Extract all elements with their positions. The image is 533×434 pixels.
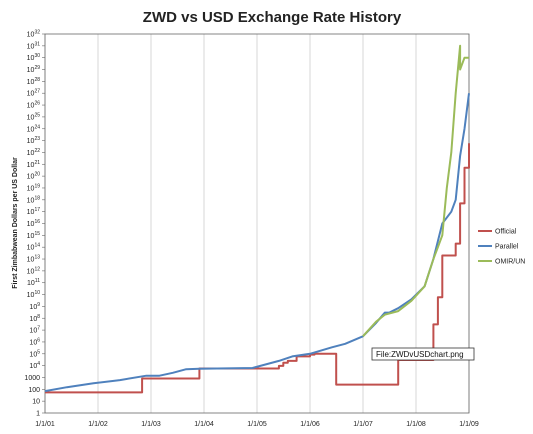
y-tick-label: 1018 (27, 195, 41, 204)
y-tick-label: 1013 (27, 255, 41, 264)
y-tick-label: 1028 (27, 77, 41, 86)
y-tick-label: 1022 (27, 148, 41, 157)
legend-label: OMIR/UN (495, 259, 525, 266)
y-tick-label: 1011 (27, 278, 40, 287)
y-tick-label: 1010 (27, 290, 41, 299)
series-lines (44, 44, 470, 394)
y-tick-label: 10 (32, 399, 40, 406)
y-tick-label: 1029 (27, 65, 41, 74)
y-tick-label: 1012 (27, 266, 41, 275)
x-tick-label: 1/1/04 (194, 421, 214, 428)
y-tick-label: 1032 (27, 30, 41, 39)
annotation-callout: File:ZWDvUSDchart.png (371, 347, 475, 361)
y-tick-label: 1017 (27, 207, 41, 216)
x-tick-label: 1/1/06 (300, 421, 320, 428)
y-tick-label: 1020 (27, 172, 41, 181)
y-tick-label: 1026 (27, 101, 41, 110)
y-tick-label: 1023 (27, 136, 41, 145)
annotation-text: File:ZWDvUSDchart.png (376, 350, 464, 359)
x-tick-label: 1/1/08 (406, 421, 426, 428)
y-axis-label: First Zimbabwean Dollars per US Dollar (12, 157, 19, 289)
x-tick-label: 1/1/02 (88, 421, 108, 428)
x-tick-label: 1/1/05 (247, 421, 267, 428)
legend-label: Official (495, 229, 517, 236)
y-tick-label: 1014 (27, 243, 41, 252)
y-tick-label: 107 (29, 326, 40, 335)
y-tick-label: 1016 (27, 219, 41, 228)
legend-label: Parallel (495, 244, 519, 251)
y-tick-label: 100 (28, 387, 40, 394)
legend: Official Parallel OMIR/UN (478, 229, 525, 266)
chart-title: ZWD vs USD Exchange Rate History (143, 9, 402, 26)
y-tick-label: 104 (29, 361, 40, 370)
x-tick-label: 1/1/03 (141, 421, 161, 428)
x-tick-label: 1/1/09 (459, 421, 479, 428)
y-tick-label: 106 (29, 337, 40, 346)
y-tick-label: 1 (36, 411, 40, 418)
annotation-box (371, 347, 475, 361)
y-tick-label: 1000 (24, 375, 40, 382)
y-tick-label: 1021 (27, 160, 41, 169)
y-tick-label: 1030 (27, 53, 41, 62)
y-tick-label: 109 (29, 302, 40, 311)
y-axis-ticks: 1 10 100 1000 104 105 106 107 108 109 1010 1011 1012… (24, 30, 45, 418)
y-tick-label: 1019 (27, 183, 41, 192)
y-tick-label: 105 (29, 349, 40, 358)
y-tick-label: 1025 (27, 112, 41, 121)
y-tick-label: 1024 (27, 124, 41, 133)
series-line-omir-un (362, 44, 469, 337)
x-tick-label: 1/1/01 (35, 421, 55, 428)
y-tick-label: 1027 (27, 89, 41, 98)
y-tick-label: 1031 (27, 41, 41, 50)
x-axis-ticks: 1/1/01 1/1/02 1/1/03 1/1/04 1/1/05 1/1/06 1/1/… (35, 421, 479, 428)
y-tick-label: 108 (29, 314, 40, 323)
y-tick-label: 1015 (27, 231, 41, 240)
x-tick-label: 1/1/07 (353, 421, 373, 428)
